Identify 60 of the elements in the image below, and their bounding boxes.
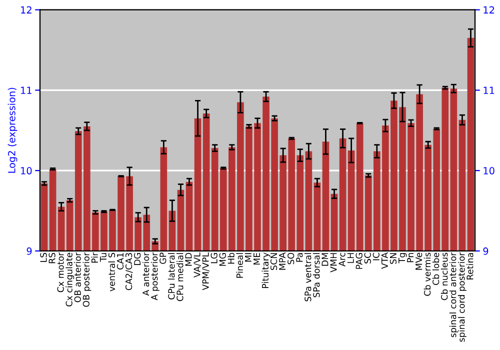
- x-tick-label: Pa: [296, 253, 303, 262]
- x-tick-label: Arc: [338, 252, 346, 266]
- x-tick-label: RS: [48, 252, 56, 264]
- x-tick-label: LG: [210, 253, 218, 264]
- x-tick-label: VA/VL: [194, 252, 202, 278]
- x-tick-label: Pineal: [236, 253, 243, 278]
- y2-tick-label: 10: [484, 167, 494, 174]
- y-tick-label: 12: [21, 6, 32, 14]
- x-tick-label: Cb lobe: [432, 252, 440, 286]
- x-tick-label: OB posterior: [82, 252, 92, 307]
- x-tick-label: Cb nucleus: [440, 252, 448, 300]
- x-tick-label: IC: [372, 252, 380, 260]
- y2-tick-label: 11: [484, 86, 494, 94]
- x-tick-label: PAG: [356, 253, 362, 269]
- x-tick-label: Cx motor: [57, 252, 64, 292]
- x-tick-label: Hb: [228, 252, 234, 264]
- y2-tick-label: 9: [483, 247, 488, 255]
- x-tick-label: ME: [254, 252, 260, 265]
- x-tick-label: LH: [347, 253, 354, 263]
- y-tick-label: 10: [21, 167, 32, 174]
- x-tick-label: VPM/VPL: [202, 252, 210, 290]
- x-tick-label: MPA: [279, 252, 286, 270]
- x-tick-label: CA1: [116, 253, 124, 270]
- x-tick-label: Cx cingulate: [66, 252, 74, 306]
- x-tick-label: SPa dorsal: [312, 253, 320, 298]
- x-tick-label: SN: [390, 253, 397, 264]
- x-tick-label: SPa ventral: [304, 253, 312, 302]
- x-tick-label: MD: [185, 252, 192, 266]
- y-axis-title: Log2 (expression): [8, 88, 18, 173]
- x-tick-label: CPu lateral: [168, 253, 175, 300]
- x-tick-label: CPu medial: [176, 253, 184, 302]
- x-tick-label: spinal cord posterior: [458, 252, 466, 342]
- x-tick-label: SO: [288, 252, 294, 264]
- x-tick-label: DG: [134, 253, 141, 265]
- x-tick-label: spinal cord anterior: [449, 252, 458, 338]
- x-tick-label: Retina: [466, 253, 474, 280]
- x-tick-label: Pir: [91, 252, 98, 263]
- x-tick-label: MVe: [416, 252, 422, 270]
- x-tick-label: A anterior: [142, 252, 150, 296]
- y2-tick-label: 12: [484, 6, 494, 14]
- x-tick-label: LS: [40, 252, 47, 262]
- x-tick-label: Tu: [100, 253, 107, 262]
- x-tick-label: A posterior: [150, 252, 160, 300]
- x-tick-label: ventral S: [108, 252, 116, 292]
- x-tick-label: SC: [364, 252, 371, 264]
- x-tick-label: VTA: [381, 252, 388, 269]
- x-tick-label: GP: [160, 252, 166, 264]
- x-tick-label: DM: [322, 253, 328, 266]
- x-tick-label: CA2/CA3: [125, 253, 133, 290]
- y-tick-label: 11: [21, 86, 32, 94]
- x-tick-label: Pn: [407, 253, 414, 262]
- x-tick-label: SCN: [270, 253, 278, 270]
- x-tick-label: MI: [245, 253, 252, 262]
- x-tick-label: OB anterior: [74, 252, 81, 302]
- x-tick-label: VMH: [330, 253, 337, 272]
- y-tick-label: 9: [26, 247, 32, 255]
- x-tick-label: Pituitary: [262, 252, 270, 288]
- x-tick-label: Tg: [398, 253, 407, 264]
- x-tick-label: Cb vermis: [424, 252, 431, 296]
- x-tick-label: MG: [219, 253, 226, 266]
